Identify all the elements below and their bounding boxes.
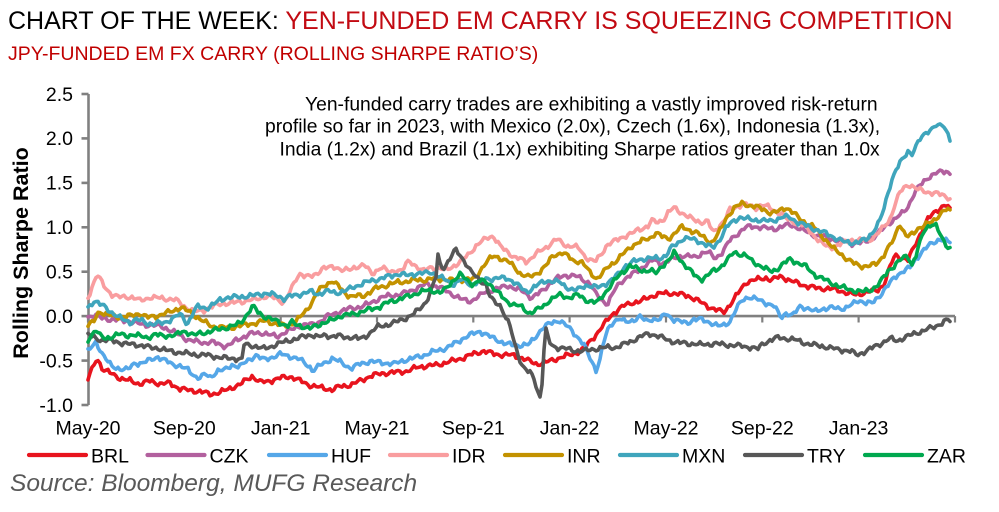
svg-text:Rolling Sharpe Ratio: Rolling Sharpe Ratio [9, 147, 33, 358]
svg-text:India (1.2x) and Brazil (1.1x): India (1.2x) and Brazil (1.1x) exhibitin… [280, 139, 881, 160]
svg-text:May-20: May-20 [55, 418, 120, 440]
svg-text:Sep-20: Sep-20 [153, 418, 216, 440]
svg-text:-1.0: -1.0 [39, 395, 73, 417]
svg-text:-0.5: -0.5 [39, 350, 73, 372]
svg-text:1.5: 1.5 [46, 173, 73, 195]
svg-text:0.5: 0.5 [46, 262, 73, 284]
svg-text:0.0: 0.0 [46, 306, 73, 328]
svg-text:Jan-23: Jan-23 [829, 418, 889, 440]
svg-text:2.0: 2.0 [46, 128, 73, 150]
svg-text:INR: INR [567, 446, 601, 468]
svg-text:MXN: MXN [682, 446, 725, 468]
svg-text:Jan-22: Jan-22 [540, 418, 600, 440]
svg-text:CZK: CZK [210, 446, 249, 468]
svg-text:profile so far in 2023, with M: profile so far in 2023, with Mexico (2.0… [265, 116, 880, 137]
svg-text:May-21: May-21 [344, 418, 409, 440]
svg-text:IDR: IDR [452, 446, 486, 468]
svg-text:ZAR: ZAR [927, 446, 966, 468]
svg-text:Sep-21: Sep-21 [442, 418, 505, 440]
svg-text:Jan-21: Jan-21 [251, 418, 311, 440]
svg-text:Yen-funded carry trades are ex: Yen-funded carry trades are exhibiting a… [305, 94, 878, 115]
svg-text:2.5: 2.5 [46, 84, 73, 106]
svg-text:TRY: TRY [807, 446, 846, 468]
svg-text:Sep-22: Sep-22 [731, 418, 794, 440]
svg-text:BRL: BRL [91, 446, 129, 468]
svg-text:1.0: 1.0 [46, 217, 73, 239]
svg-text:May-22: May-22 [633, 418, 698, 440]
svg-text:HUF: HUF [331, 446, 371, 468]
